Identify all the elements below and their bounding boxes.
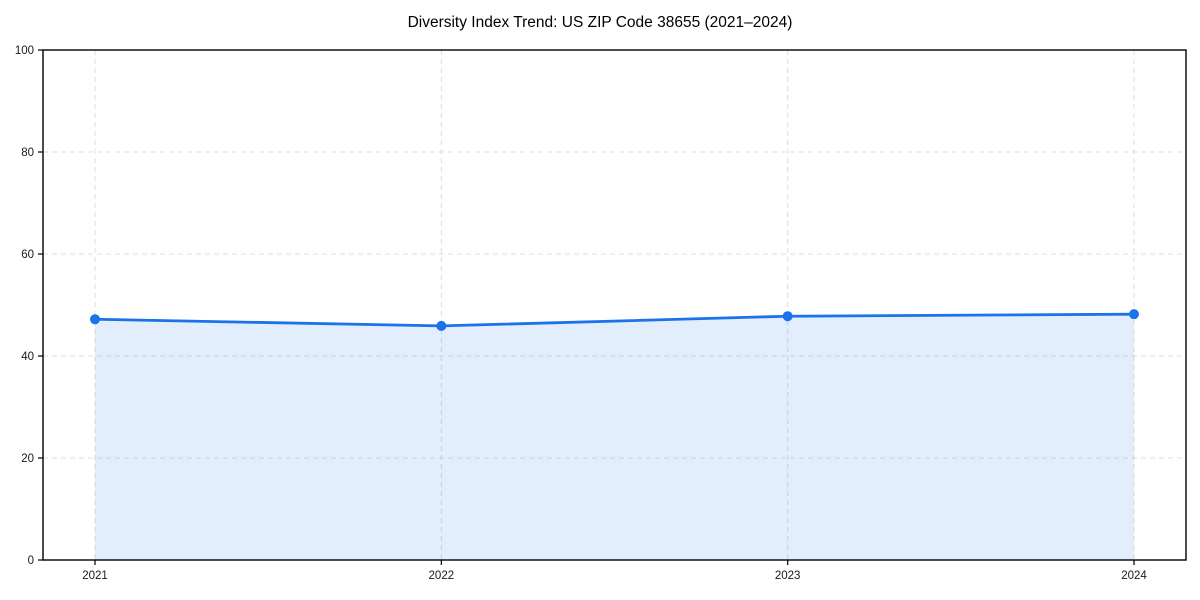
y-axis-ticks: 0 20 40 60 80 100: [15, 45, 43, 567]
area-fill: [95, 314, 1134, 560]
plot-border: [42, 49, 1187, 561]
trend-line: [93, 312, 1136, 328]
y-tick-label: 60: [21, 249, 34, 261]
data-point: [436, 320, 447, 331]
x-tick-label: 2022: [429, 570, 455, 582]
data-point: [90, 314, 100, 325]
y-tick-label: 100: [15, 45, 34, 57]
y-tick-label: 20: [21, 453, 34, 465]
x-tick-label: 2021: [82, 570, 108, 582]
gridlines: [43, 50, 1186, 560]
data-point: [1129, 309, 1139, 320]
x-axis-ticks: 2021 2022 2023 2024: [82, 560, 1147, 582]
x-tick-label: 2024: [1121, 570, 1147, 582]
x-tick-label: 2023: [775, 570, 801, 582]
data-point: [782, 311, 793, 322]
data-point-markers: [90, 309, 1139, 331]
y-tick-label: 0: [28, 555, 34, 567]
y-tick-label: 40: [21, 351, 34, 363]
chart-title: Diversity Index Trend: US ZIP Code 38655…: [408, 14, 793, 31]
y-tick-label: 80: [21, 147, 34, 159]
